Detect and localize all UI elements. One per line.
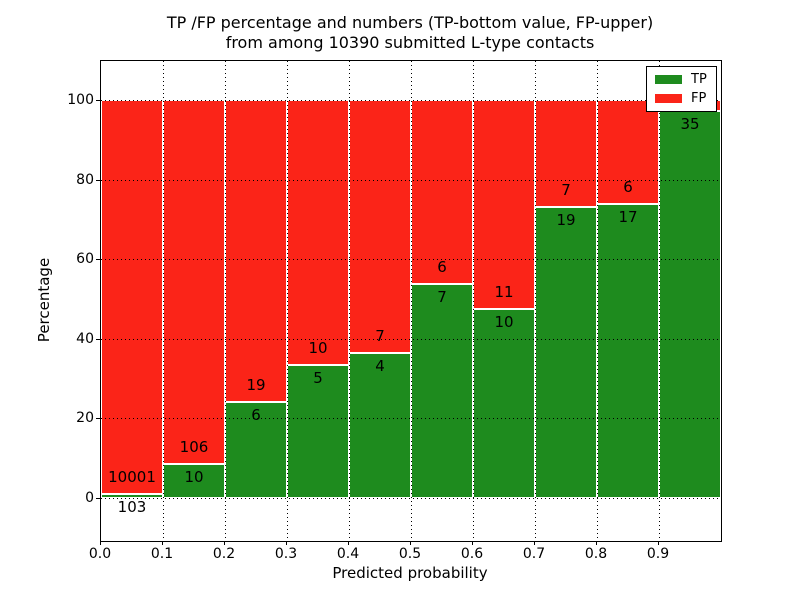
tp-count-label: 4: [375, 357, 385, 376]
bar-tp-segment: [535, 207, 597, 498]
bar-fp-segment: [349, 100, 411, 354]
x-tick-label: 0.3: [274, 546, 298, 562]
x-tick-label: 0.5: [398, 546, 422, 562]
fp-count-label: 11: [494, 282, 514, 301]
tp-count-label: 7: [437, 287, 447, 306]
x-tick-mark: [100, 541, 101, 545]
tp-color-swatch: [655, 75, 682, 84]
x-gridline: [163, 61, 164, 541]
bar-tp-segment: [659, 111, 721, 498]
tp-count-label: 10: [184, 467, 204, 486]
bar-tp-segment: [349, 353, 411, 498]
x-gridline: [411, 61, 412, 541]
tp-count-label: 35: [680, 115, 700, 134]
tp-count-label: 6: [251, 406, 261, 425]
legend-entry-fp: FP: [655, 92, 707, 105]
bar-tp-segment: [163, 463, 225, 498]
y-tick-label: 60: [76, 251, 94, 268]
fp-count-label: 19: [246, 376, 266, 395]
fp-count-label: 7: [375, 327, 385, 346]
x-tick-mark: [658, 541, 659, 545]
x-tick-mark: [472, 541, 473, 545]
x-gridline: [597, 61, 598, 541]
x-tick-mark: [286, 541, 287, 545]
tp-count-label: 5: [313, 369, 323, 388]
y-tick-mark: [96, 259, 100, 261]
y-tick-label: 0: [85, 490, 94, 506]
x-gridline: [473, 61, 474, 541]
y-tick-mark: [96, 179, 100, 181]
fp-count-label: 10: [308, 339, 328, 358]
legend-label-tp: TP: [691, 72, 707, 87]
y-tick-mark: [96, 418, 100, 420]
chart-title: TP /FP percentage and numbers (TP-bottom…: [100, 13, 720, 53]
bar-tp-segment: [101, 494, 163, 498]
x-tick-mark: [348, 541, 349, 545]
fp-count-label: 6: [623, 177, 633, 196]
x-gridline: [349, 61, 350, 541]
x-axis-label: Predicted probability: [332, 564, 488, 582]
x-tick-label: 0.7: [522, 546, 546, 562]
x-tick-mark: [224, 541, 225, 545]
tp-count-label: 10: [494, 312, 514, 331]
x-gridline: [535, 61, 536, 541]
tp-count-label: 17: [618, 207, 638, 226]
x-tick-label: 0.2: [212, 546, 236, 562]
tp-count-label: 19: [556, 211, 576, 230]
x-tick-label: 0.0: [88, 546, 112, 562]
bar-tp-segment: [411, 283, 473, 498]
bar-fp-segment: [411, 100, 473, 284]
x-tick-mark: [596, 541, 597, 545]
y-tick-mark: [96, 338, 100, 340]
bar-fp-segment: [101, 100, 163, 495]
chart-title-line1: TP /FP percentage and numbers (TP-bottom…: [166, 13, 654, 32]
fp-color-swatch: [655, 94, 682, 103]
fp-count-label: 10001: [108, 468, 156, 487]
fp-count-label: 106: [179, 437, 209, 456]
bar-tp-segment: [597, 203, 659, 498]
x-tick-label: 0.8: [584, 546, 608, 562]
fp-count-label: 7: [561, 181, 571, 200]
chart-title-line2: from among 10390 submitted L-type contac…: [225, 33, 595, 52]
bar-fp-segment: [225, 100, 287, 403]
x-tick-mark: [534, 541, 535, 545]
bar-fp-segment: [287, 100, 349, 366]
y-tick-label: 20: [76, 410, 94, 427]
x-tick-label: 0.6: [460, 546, 484, 562]
y-tick-label: 80: [76, 171, 94, 188]
x-tick-label: 0.9: [646, 546, 670, 562]
legend-entry-tp: TP: [655, 73, 707, 86]
bar-tp-segment: [473, 308, 535, 498]
fp-count-label: 6: [437, 257, 447, 276]
bar-fp-segment: [473, 100, 535, 309]
x-gridline: [225, 61, 226, 541]
legend-label-fp: FP: [691, 91, 707, 106]
x-gridline: [659, 61, 660, 541]
y-tick-mark: [96, 100, 100, 101]
x-tick-mark: [162, 541, 163, 545]
bar-fp-segment: [163, 100, 225, 464]
tp-count-label: 103: [117, 498, 147, 517]
bar-fp-segment: [597, 100, 659, 204]
x-gridline: [287, 61, 288, 541]
x-tick-label: 0.4: [336, 546, 360, 562]
y-tick-mark: [96, 498, 100, 499]
x-tick-mark: [410, 541, 411, 545]
x-tick-label: 0.1: [150, 546, 174, 562]
plot-area: 10001 103 106 10 19 6 10 5 7 4 6 7 11 10 7 19 6 17 35: [100, 60, 722, 542]
y-tick-label: 100: [67, 92, 94, 108]
legend: TP FP: [646, 66, 717, 112]
bar-tp-segment: [287, 365, 349, 498]
y-tick-label: 40: [76, 330, 94, 347]
